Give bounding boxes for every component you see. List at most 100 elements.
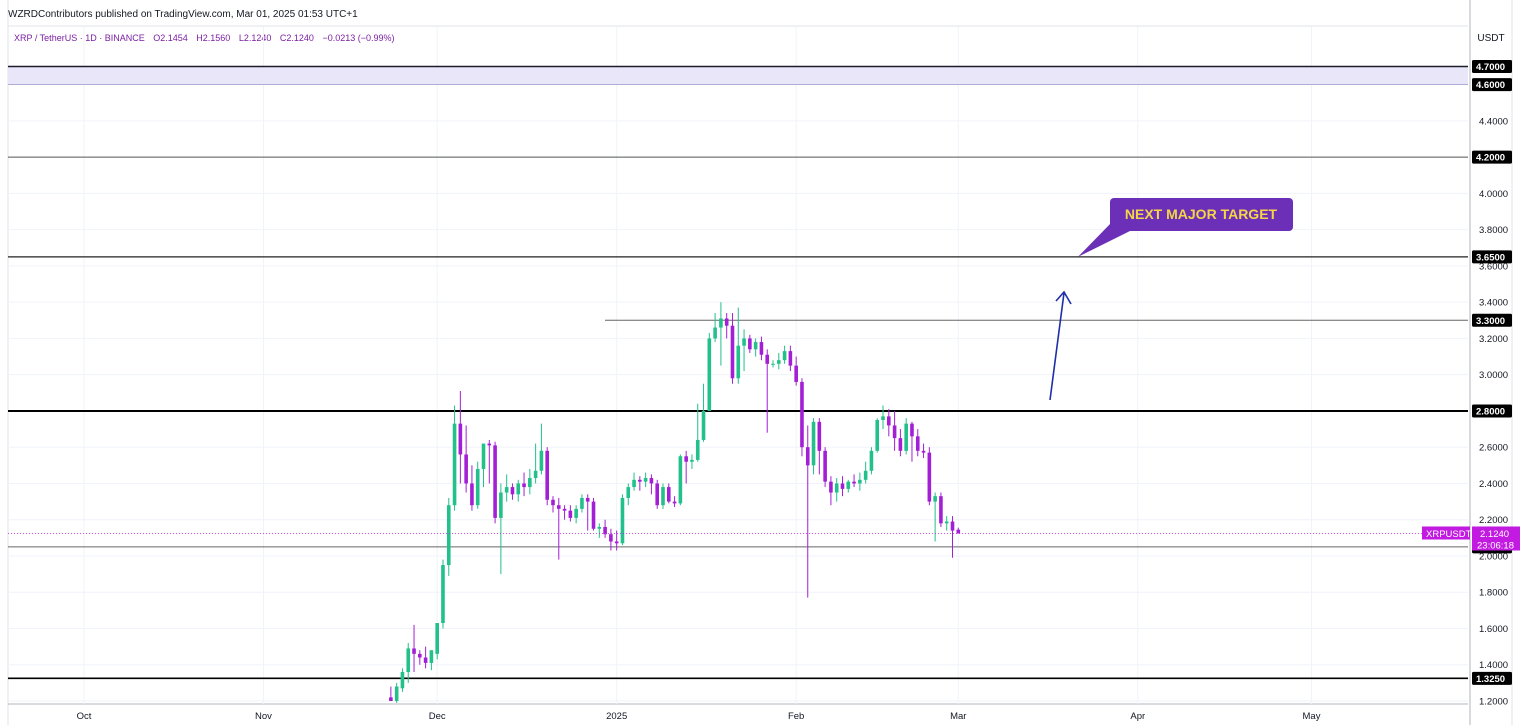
- candle[interactable]: [805, 425, 810, 598]
- candle[interactable]: [464, 425, 468, 493]
- candle[interactable]: [487, 439, 492, 484]
- candle[interactable]: [690, 454, 694, 469]
- candle[interactable]: [800, 378, 804, 457]
- candle[interactable]: [765, 349, 770, 433]
- candle[interactable]: [516, 479, 521, 502]
- candle[interactable]: [869, 447, 874, 475]
- candle[interactable]: [887, 409, 891, 437]
- candle[interactable]: [927, 447, 932, 506]
- candle[interactable]: [504, 474, 509, 502]
- candle[interactable]: [528, 468, 532, 495]
- candle[interactable]: [562, 505, 567, 520]
- candle[interactable]: [568, 505, 573, 522]
- candle[interactable]: [794, 356, 798, 386]
- candle[interactable]: [614, 530, 619, 551]
- candle[interactable]: [533, 443, 538, 484]
- candle[interactable]: [748, 334, 752, 353]
- candle[interactable]: [441, 559, 445, 629]
- candle[interactable]: [933, 492, 937, 542]
- up-arrow[interactable]: [1049, 290, 1072, 401]
- symbol-name[interactable]: XRP / TetherUS · 1D · BINANCE: [14, 33, 145, 43]
- candle[interactable]: [672, 496, 677, 508]
- candle[interactable]: [423, 646, 428, 669]
- candle[interactable]: [666, 483, 671, 504]
- time-axis[interactable]: Oct Nov Dec 2025 Feb Mar Apr May: [77, 711, 1321, 722]
- candle[interactable]: [429, 650, 434, 671]
- price-axis[interactable]: 1.2000 1.4000 1.6000 1.8000 2.0000 2.2000 2.40…: [1422, 60, 1520, 708]
- candle[interactable]: [950, 516, 955, 558]
- candle[interactable]: [840, 476, 845, 497]
- candle[interactable]: [724, 313, 729, 339]
- candle[interactable]: [446, 497, 451, 576]
- candle[interactable]: [499, 483, 503, 575]
- candle[interactable]: [811, 418, 816, 475]
- candle[interactable]: [910, 421, 914, 462]
- candle[interactable]: [771, 360, 775, 368]
- candle[interactable]: [834, 478, 839, 502]
- candle[interactable]: [852, 474, 856, 488]
- candle[interactable]: [394, 682, 399, 703]
- candle[interactable]: [574, 505, 578, 524]
- next-target-callout[interactable]: NEXT MAJOR TARGET: [1078, 198, 1293, 257]
- candle[interactable]: [400, 668, 405, 692]
- candle[interactable]: [638, 476, 642, 491]
- candle[interactable]: [481, 443, 486, 488]
- candle[interactable]: [898, 429, 903, 457]
- candle[interactable]: [389, 686, 393, 701]
- candle[interactable]: [863, 461, 868, 484]
- candle[interactable]: [470, 465, 474, 511]
- candle[interactable]: [591, 497, 596, 531]
- candle[interactable]: [418, 650, 422, 665]
- candle[interactable]: [626, 483, 631, 506]
- candle[interactable]: [707, 332, 712, 411]
- candle[interactable]: [643, 472, 648, 488]
- candle[interactable]: [892, 410, 897, 451]
- candle[interactable]: [846, 479, 851, 493]
- candle[interactable]: [713, 313, 717, 343]
- candle[interactable]: [759, 336, 764, 361]
- candle[interactable]: [551, 496, 555, 513]
- candle[interactable]: [545, 447, 549, 506]
- candle[interactable]: [585, 494, 590, 531]
- candle[interactable]: [661, 483, 665, 509]
- candle[interactable]: [412, 624, 416, 672]
- candle[interactable]: [580, 494, 584, 513]
- candle[interactable]: [730, 313, 735, 384]
- candle[interactable]: [597, 523, 602, 538]
- candle[interactable]: [788, 345, 793, 372]
- candle[interactable]: [858, 472, 862, 491]
- candle[interactable]: [655, 479, 660, 509]
- candle[interactable]: [475, 461, 480, 509]
- candle[interactable]: [684, 450, 688, 484]
- candle[interactable]: [522, 472, 526, 497]
- candle[interactable]: [406, 642, 411, 683]
- candle[interactable]: [904, 418, 908, 455]
- candle[interactable]: [817, 418, 822, 475]
- currency-unit-label[interactable]: USDT: [1477, 33, 1505, 44]
- candle[interactable]: [956, 527, 961, 534]
- candle[interactable]: [452, 405, 457, 511]
- candle[interactable]: [829, 476, 833, 506]
- candle[interactable]: [719, 302, 723, 366]
- candle[interactable]: [539, 423, 544, 475]
- candle[interactable]: [915, 429, 920, 457]
- candle[interactable]: [701, 383, 706, 442]
- candle[interactable]: [944, 516, 949, 531]
- candle[interactable]: [649, 474, 654, 495]
- candle[interactable]: [736, 307, 741, 384]
- candle[interactable]: [632, 472, 636, 491]
- candle[interactable]: [678, 454, 683, 506]
- candle[interactable]: [458, 391, 463, 484]
- candle[interactable]: [921, 443, 926, 459]
- candle[interactable]: [695, 403, 700, 462]
- candle[interactable]: [603, 519, 607, 538]
- candle[interactable]: [742, 329, 746, 372]
- symbol-tag[interactable]: [1422, 526, 1470, 540]
- candle[interactable]: [620, 494, 625, 546]
- candle[interactable]: [782, 345, 787, 364]
- candle[interactable]: [939, 492, 943, 527]
- candle[interactable]: [609, 528, 613, 551]
- candle[interactable]: [556, 497, 561, 560]
- candle[interactable]: [493, 441, 497, 524]
- candle[interactable]: [510, 483, 515, 500]
